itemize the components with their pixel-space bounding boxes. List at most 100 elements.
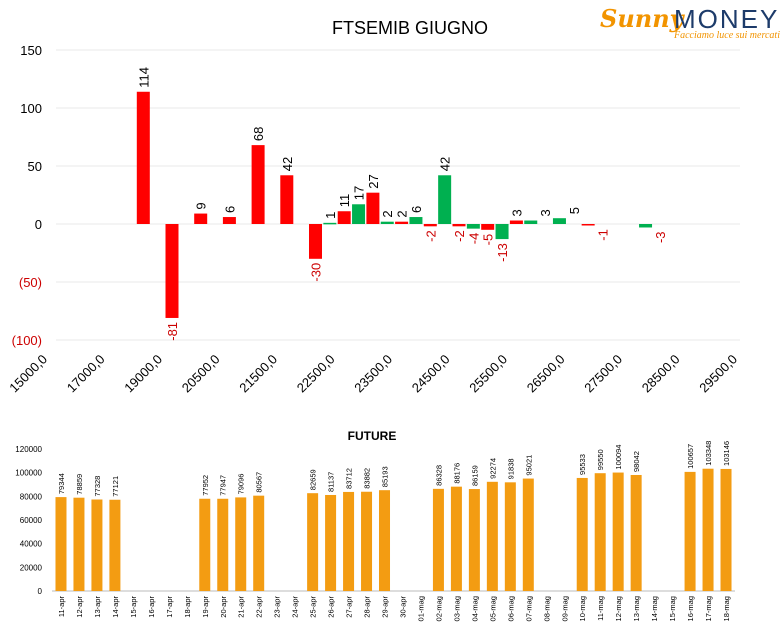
future-x-tick-label: 27-apr [345, 596, 354, 618]
x-tick-label: 24500,0 [409, 352, 453, 396]
future-x-tick-label: 21-apr [237, 596, 246, 618]
bar-value-label: -81 [165, 322, 180, 341]
future-x-tick-label: 04-mag [470, 596, 479, 621]
future-x-tick-label: 14-mag [650, 596, 659, 621]
bar [409, 217, 423, 224]
future-bar [720, 468, 732, 591]
future-x-tick-label: 10-mag [578, 596, 587, 621]
future-bar-value-label: 77947 [219, 475, 228, 496]
future-bar-value-label: 103146 [722, 441, 731, 466]
bar [639, 224, 653, 228]
future-x-tick-label: 12-mag [614, 596, 623, 621]
future-bar [109, 499, 121, 591]
future-bar-value-label: 77121 [111, 476, 120, 497]
future-bar-value-label: 77952 [201, 475, 210, 496]
future-x-tick-label: 19-apr [201, 596, 210, 618]
future-x-tick-label: 15-apr [129, 596, 138, 618]
future-bar-value-label: 83712 [345, 468, 354, 489]
future-x-tick-label: 08-mag [542, 596, 551, 621]
bar [251, 145, 265, 224]
future-x-tick-label: 01-mag [416, 596, 425, 621]
x-tick-label: 27500,0 [581, 352, 625, 396]
future-bar [432, 488, 444, 591]
bar [524, 220, 538, 224]
future-x-tick-label: 28-apr [363, 596, 372, 618]
x-tick-label: 20500,0 [179, 352, 223, 396]
future-bar [379, 490, 391, 591]
future-bar-value-label: 83882 [363, 468, 372, 489]
future-bar [504, 482, 516, 591]
future-bar-value-label: 100657 [686, 444, 695, 469]
future-x-tick-label: 17-mag [704, 596, 713, 621]
bar-value-label: 68 [251, 127, 266, 141]
bar [280, 175, 294, 224]
bar [380, 221, 394, 224]
bar-value-label: 114 [136, 67, 151, 88]
future-x-tick-label: 14-apr [111, 596, 120, 618]
bar [423, 224, 437, 227]
bar-value-label: 27 [366, 174, 381, 188]
bar [395, 221, 409, 224]
future-x-tick-label: 16-apr [147, 596, 156, 618]
y-tick-label: (100) [12, 333, 42, 348]
future-y-tick-label: 100000 [15, 469, 42, 478]
future-bar [91, 499, 103, 591]
future-bar [522, 478, 534, 591]
bar [495, 224, 509, 240]
future-bar-value-label: 95533 [578, 454, 587, 475]
x-tick-label: 29500,0 [696, 352, 740, 396]
future-bar-value-label: 78859 [75, 474, 84, 495]
x-tick-label: 21500,0 [236, 352, 280, 396]
bar [581, 224, 595, 226]
future-x-tick-label: 23-apr [273, 596, 282, 618]
bar-value-label: -2 [452, 230, 467, 242]
future-bar-value-label: 79344 [57, 473, 66, 494]
future-x-tick-label: 02-mag [434, 596, 443, 621]
future-x-tick-label: 05-mag [488, 596, 497, 621]
bar [165, 224, 179, 318]
future-bar-value-label: 86328 [434, 465, 443, 486]
future-bar [702, 468, 714, 591]
bar [552, 218, 566, 224]
future-y-tick-label: 120000 [15, 445, 42, 454]
bar-value-label: 9 [194, 202, 209, 209]
bar [452, 224, 466, 227]
bar-value-label: -30 [309, 263, 324, 282]
future-bar [253, 495, 265, 591]
x-tick-label: 25500,0 [466, 352, 510, 396]
y-tick-label: 150 [20, 43, 42, 58]
future-bar [450, 486, 462, 591]
future-x-tick-label: 13-apr [93, 596, 102, 618]
future-x-tick-label: 20-apr [219, 596, 228, 618]
future-bar-value-label: 79096 [237, 474, 246, 495]
future-bar-value-label: 85193 [381, 466, 390, 487]
chart-title: FTSEMIB GIUGNO [332, 18, 488, 38]
bar [509, 220, 523, 224]
future-bar [486, 481, 498, 591]
bar-value-label: -2 [423, 230, 438, 242]
x-tick-label: 28500,0 [639, 352, 683, 396]
sunny-money-logo: Sunny MONEY Facciamo luce sui mercati [598, 4, 780, 44]
future-bar-value-label: 99550 [596, 449, 605, 470]
bar-value-label: -5 [481, 234, 496, 246]
future-bar-value-label: 95021 [524, 455, 533, 476]
bar [222, 217, 236, 224]
future-bar-value-label: 103348 [704, 441, 713, 466]
bar-value-label: 42 [280, 157, 295, 171]
future-x-tick-label: 06-mag [506, 596, 515, 621]
logo-word-sunny: Sunny [600, 4, 684, 33]
y-tick-label: 100 [20, 101, 42, 116]
bar [352, 204, 366, 224]
future-bar [73, 497, 85, 591]
future-bar [217, 498, 229, 591]
future-bar [199, 498, 211, 591]
bar-value-label: -1 [596, 229, 611, 241]
bar-value-label: 3 [538, 209, 553, 216]
future-x-tick-label: 07-mag [524, 596, 533, 621]
future-bar [468, 489, 480, 591]
future-bar [630, 474, 642, 591]
future-bar-value-label: 92274 [488, 458, 497, 479]
future-x-tick-label: 17-apr [165, 596, 174, 618]
bar-value-label: 11 [337, 194, 352, 208]
